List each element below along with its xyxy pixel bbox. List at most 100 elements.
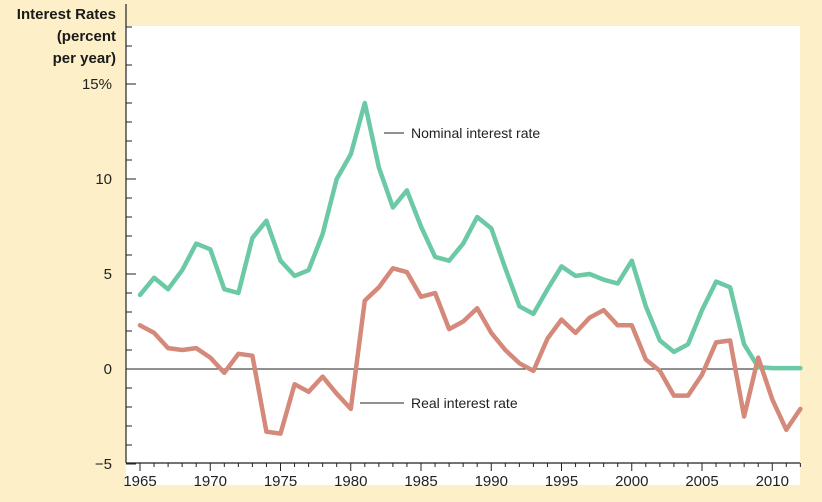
nominal-point-2006 <box>714 280 718 284</box>
real-point-2011 <box>784 428 788 432</box>
y-tick-label: 15% <box>82 76 112 93</box>
real-point-1984 <box>405 270 409 274</box>
real-point-1975 <box>279 432 283 436</box>
series-lines <box>137 100 803 436</box>
nominal-point-1990 <box>489 226 493 230</box>
nominal-point-1989 <box>475 215 479 219</box>
x-tick-label: 1990 <box>475 473 508 490</box>
plot-area <box>126 26 800 485</box>
real-point-1965 <box>138 323 142 327</box>
real-point-1971 <box>222 371 226 375</box>
nominal-point-1992 <box>517 304 521 308</box>
nominal-point-2011 <box>784 366 788 370</box>
real-point-1994 <box>545 337 549 341</box>
real-point-1981 <box>363 299 367 303</box>
y-tick-labels: 15% 10 5 0 −5 <box>82 76 112 473</box>
real-point-2012 <box>798 407 802 411</box>
nominal-point-2010 <box>770 366 774 370</box>
real-point-2003 <box>672 394 676 398</box>
real-point-1974 <box>264 430 268 434</box>
real-point-2001 <box>644 358 648 362</box>
nominal-point-1993 <box>531 312 535 316</box>
nominal-point-2001 <box>644 304 648 308</box>
real-point-1980 <box>349 407 353 411</box>
real-point-1985 <box>419 295 423 299</box>
nominal-point-1982 <box>377 166 381 170</box>
x-tick-label: 1985 <box>404 473 437 490</box>
nominal-point-2007 <box>728 285 732 289</box>
real-point-1967 <box>166 346 170 350</box>
real-point-1977 <box>307 390 311 394</box>
x-tick-label: 2010 <box>756 473 789 490</box>
y-axis-label: Interest Rates (percent per year) <box>16 6 116 67</box>
nominal-point-2008 <box>742 342 746 346</box>
real-point-1987 <box>447 327 451 331</box>
nominal-point-1994 <box>545 287 549 291</box>
nominal-point-2012 <box>798 366 802 370</box>
real-annotation: Real interest rate <box>411 395 518 411</box>
nominal-point-1985 <box>419 225 423 229</box>
real-point-2009 <box>756 356 760 360</box>
nominal-point-1987 <box>447 259 451 263</box>
real-point-2004 <box>686 394 690 398</box>
nominal-point-1980 <box>349 152 353 156</box>
nominal-point-2005 <box>700 308 704 312</box>
nominal-point-1996 <box>574 274 578 278</box>
y-tick-label: 0 <box>104 361 112 378</box>
real-point-2000 <box>630 323 634 327</box>
nominal-rate-line <box>137 100 803 371</box>
real-point-1992 <box>517 361 521 365</box>
x-tick-labels: 1965 1970 1975 1980 1985 1990 1995 2000 2005 2010 <box>123 463 801 490</box>
real-point-1976 <box>293 382 297 386</box>
nominal-point-2000 <box>630 259 634 263</box>
nominal-point-1971 <box>222 287 226 291</box>
y-tick-label: 5 <box>104 266 112 283</box>
nominal-point-1974 <box>264 219 268 223</box>
real-point-1999 <box>616 323 620 327</box>
real-point-1991 <box>503 348 507 352</box>
nominal-point-1976 <box>293 274 297 278</box>
x-tick-label: 1970 <box>194 473 227 490</box>
real-point-1995 <box>560 318 564 322</box>
real-point-1973 <box>250 354 254 358</box>
nominal-point-1998 <box>602 278 606 282</box>
nominal-point-1966 <box>152 276 156 280</box>
real-point-2002 <box>658 369 662 373</box>
y-tick-label: 10 <box>95 171 112 188</box>
x-tick-label: 2005 <box>685 473 718 490</box>
nominal-point-1986 <box>433 255 437 259</box>
x-tick-label: 1995 <box>545 473 578 490</box>
real-point-1979 <box>335 392 339 396</box>
nominal-point-1977 <box>307 268 311 272</box>
x-tick-label: 1975 <box>264 473 297 490</box>
nominal-point-1965 <box>138 293 142 297</box>
real-point-1970 <box>208 356 212 360</box>
nominal-point-2003 <box>672 350 676 354</box>
nominal-point-1995 <box>560 264 564 268</box>
nominal-annotation: Nominal interest rate <box>411 125 540 141</box>
nominal-point-1978 <box>321 232 325 236</box>
real-point-1968 <box>180 348 184 352</box>
real-point-1983 <box>391 266 395 270</box>
nominal-point-1988 <box>461 242 465 246</box>
x-tick-label: 1965 <box>123 473 156 490</box>
real-point-2006 <box>714 340 718 344</box>
y-tick-label: −5 <box>95 456 112 473</box>
real-point-1972 <box>236 352 240 356</box>
real-rate-line <box>137 266 803 436</box>
nominal-point-1983 <box>391 206 395 210</box>
real-point-1978 <box>321 375 325 379</box>
nominal-point-1981 <box>363 101 367 105</box>
real-point-1997 <box>588 316 592 320</box>
real-point-1982 <box>377 285 381 289</box>
nominal-point-2004 <box>686 342 690 346</box>
nominal-point-1972 <box>236 291 240 295</box>
x-tick-label: 1980 <box>334 473 367 490</box>
nominal-point-2002 <box>658 339 662 343</box>
real-point-2005 <box>700 373 704 377</box>
real-point-1998 <box>602 308 606 312</box>
real-point-1986 <box>433 291 437 295</box>
nominal-point-1984 <box>405 188 409 192</box>
nominal-point-1968 <box>180 268 184 272</box>
nominal-point-1973 <box>250 236 254 240</box>
